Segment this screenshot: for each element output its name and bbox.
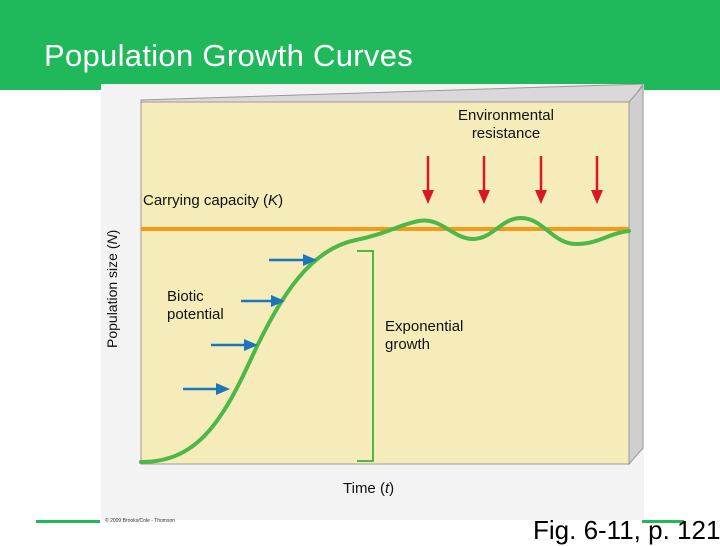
environmental-resistance-arrows	[422, 156, 603, 204]
header-bar	[0, 0, 720, 90]
resistance-arrow-head	[535, 190, 547, 204]
environmental-resistance-label: Environmental resistance	[458, 107, 554, 142]
box-top-face	[140, 84, 644, 103]
x-axis-label: Time (t)	[343, 480, 395, 497]
carrying-capacity-label: Carrying capacity (K)	[143, 192, 284, 209]
growth-curve-diagram	[139, 84, 644, 466]
figure-reference: Fig. 6-11, p. 121	[533, 515, 720, 545]
copyright-notice: © 2009 Brooks/Cole - Thomson	[105, 518, 176, 524]
exponential-growth-label: Exponential growth	[385, 318, 464, 353]
plot-panel	[140, 101, 630, 465]
potential-arrow-head	[271, 295, 285, 307]
potential-arrow-head	[303, 254, 317, 266]
resistance-arrow-head	[591, 190, 603, 204]
potential-arrow-head	[216, 383, 230, 395]
footer-rule-left	[36, 520, 100, 523]
y-axis-label: Population size (N)	[104, 229, 120, 348]
biotic-potential-arrows	[183, 254, 317, 395]
slide-title: Population Growth Curves	[44, 38, 414, 73]
potential-arrow-head	[244, 339, 258, 351]
box-right-face	[628, 84, 644, 466]
exponential-growth-bracket	[357, 250, 374, 462]
footer-rule-right	[642, 520, 684, 523]
biotic-potential-label: Biotic potential	[167, 288, 224, 323]
logistic-growth-curve	[139, 215, 631, 464]
figure-panel	[101, 84, 644, 520]
resistance-arrow-head	[422, 190, 434, 204]
resistance-arrow-head	[478, 190, 490, 204]
